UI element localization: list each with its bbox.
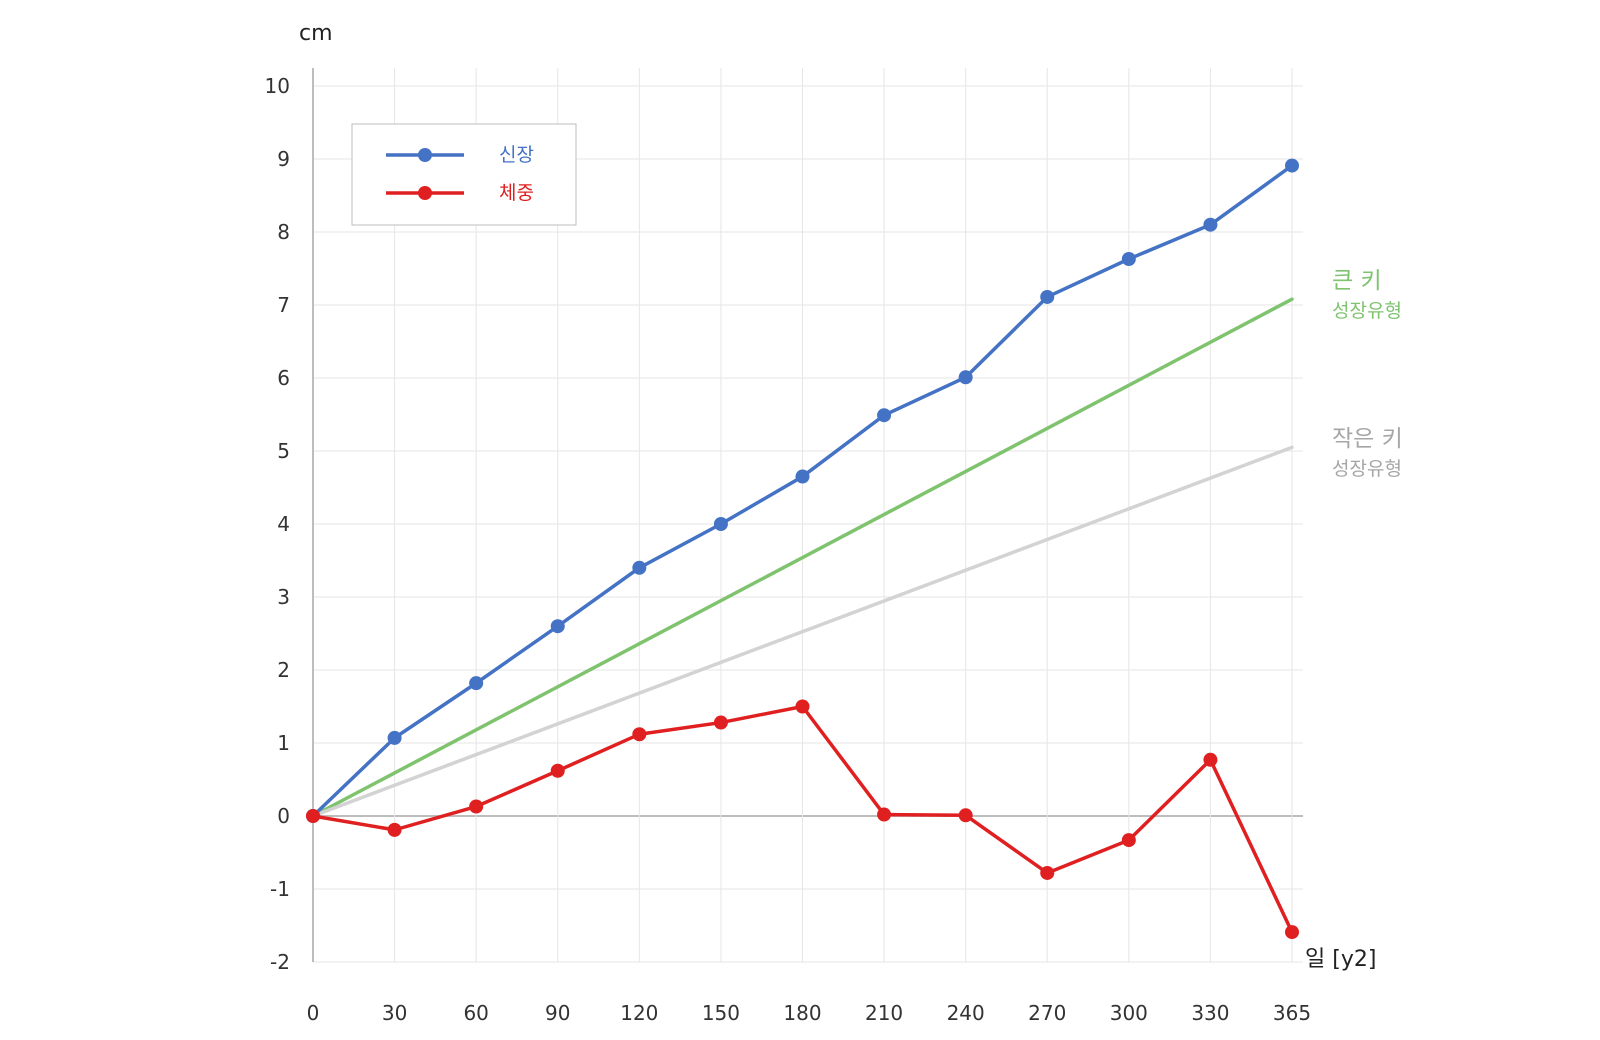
data-point-1: [550, 763, 565, 778]
ref-label-short-title: 작은 키: [1332, 426, 1403, 452]
data-point-1: [795, 699, 810, 714]
reference-line-0: [311, 297, 1294, 818]
y-tick-label: 4: [277, 512, 290, 536]
x-tick-label: 300: [1110, 1001, 1148, 1025]
data-point-0: [1040, 289, 1055, 304]
y-tick-label: 2: [277, 658, 290, 682]
x-tick-label: 60: [463, 1001, 488, 1025]
y-axis-label: cm: [299, 21, 333, 46]
data-point-1: [1040, 865, 1055, 880]
data-point-1: [1203, 752, 1218, 767]
x-tick-label: 270: [1028, 1001, 1066, 1025]
data-point-1: [1285, 925, 1299, 940]
y-tick-label: 9: [277, 147, 290, 171]
y-tick-label: 10: [265, 74, 290, 98]
data-point-1: [958, 808, 973, 823]
y-tick-label: 3: [277, 585, 290, 609]
legend-marker-weight: [418, 186, 432, 200]
legend-label-weight: 체중: [499, 182, 534, 204]
data-point-0: [1285, 158, 1299, 173]
y-tick-label: 1: [277, 731, 290, 755]
y-tick-label: 5: [277, 439, 290, 463]
data-point-0: [1203, 217, 1218, 232]
data-point-1: [632, 727, 647, 742]
data-point-1: [713, 715, 728, 730]
data-point-0: [795, 469, 810, 484]
ref-label-tall-subtitle: 성장유형: [1332, 300, 1402, 322]
y-tick-label: 0: [277, 804, 290, 828]
data-point-1: [1121, 833, 1136, 848]
reference-line-1: [311, 445, 1294, 818]
x-tick-label: 120: [620, 1001, 658, 1025]
data-point-0: [1121, 252, 1136, 267]
data-point-0: [632, 560, 647, 575]
data-point-0: [387, 730, 402, 745]
data-point-1: [469, 799, 484, 814]
x-tick-label: 180: [783, 1001, 821, 1025]
data-point-0: [469, 676, 484, 691]
data-point-0: [550, 619, 565, 634]
y-tick-label: 8: [277, 220, 290, 244]
y-tick-label: 6: [277, 366, 290, 390]
x-tick-label: 365: [1273, 1001, 1311, 1025]
tick-labels: -2 -1 0 1 2 3 4 5 6 7 8 9 10 0 30 60 90 120 150 180 210 240 27…: [265, 74, 1312, 1025]
ref-label-tall-title: 큰 키: [1332, 268, 1382, 294]
x-tick-label: 330: [1191, 1001, 1229, 1025]
x-tick-label: 0: [307, 1001, 320, 1025]
reference-lines: [311, 297, 1294, 818]
data-series: [306, 158, 1299, 940]
legend-box: [351, 123, 577, 226]
data-point-0: [713, 517, 728, 531]
legend-label-height: 신장: [499, 144, 534, 166]
data-point-1: [877, 807, 892, 822]
data-point-1: [306, 809, 320, 823]
y-tick-label: 7: [277, 293, 290, 317]
x-tick-label: 240: [947, 1001, 985, 1025]
reference-labels: 큰 키 성장유형 작은 키 성장유형: [1332, 268, 1403, 480]
ref-label-short-subtitle: 성장유형: [1332, 458, 1402, 480]
y-tick-label: -2: [270, 950, 290, 974]
legend-marker-height: [418, 148, 432, 162]
x-tick-label: 90: [545, 1001, 570, 1025]
data-point-0: [958, 370, 973, 385]
y-tick-label: -1: [270, 877, 290, 901]
legend: 신장 체중: [351, 123, 577, 226]
x-tick-label: 210: [865, 1001, 903, 1025]
data-point-1: [387, 822, 402, 837]
data-point-0: [877, 408, 892, 423]
x-axis-label: 일 [y2]: [1305, 947, 1376, 972]
x-tick-label: 150: [702, 1001, 740, 1025]
x-tick-label: 30: [382, 1001, 407, 1025]
